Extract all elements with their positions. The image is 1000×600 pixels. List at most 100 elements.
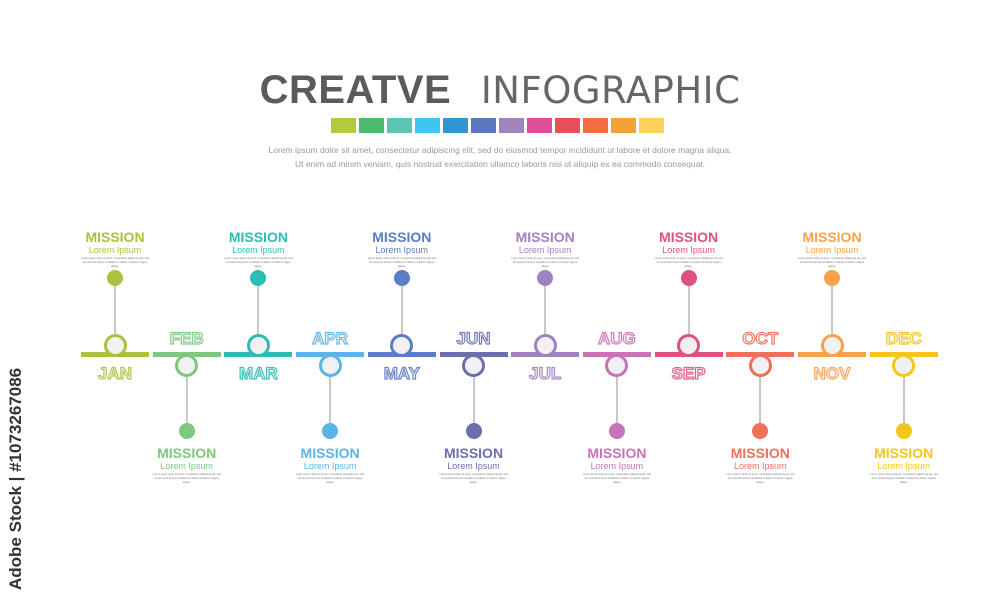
color-swatches [331, 118, 664, 133]
milestone-ring [748, 353, 772, 377]
mission-subtitle: Lorem Ipsum [877, 461, 930, 471]
mission-subtitle: Lorem Ipsum [160, 461, 213, 471]
mission-description: Lorem ipsum dolor sit amet, consectetur … [439, 473, 508, 484]
mission-subtitle: Lorem Ipsum [518, 245, 572, 255]
milestone-dot [393, 270, 410, 286]
month-label: FEB [169, 328, 204, 348]
mission-description: Lorem ipsum dolor sit amet, consectetur … [152, 473, 221, 484]
intro-line-1: Lorem ipsum dolor sit amet, consectetur … [268, 145, 732, 155]
milestone-dot [824, 270, 840, 286]
milestone-dot [895, 423, 912, 439]
mission-title: MISSION [85, 229, 145, 245]
mission-subtitle: Lorem Ipsum [303, 461, 357, 471]
milestone-ring [533, 333, 557, 357]
mission-title: MISSION [372, 229, 432, 245]
connector-line [329, 365, 332, 431]
connector-line [472, 365, 475, 431]
title-bold: CREATVE [259, 68, 452, 112]
color-swatch [583, 118, 608, 133]
mission-description: Lorem ipsum dolor sit amet, consectetur … [797, 257, 867, 268]
milestone-ring [677, 333, 701, 357]
month-label: MAY [383, 363, 420, 383]
connector-line [831, 278, 833, 345]
month-label: NOV [813, 363, 851, 383]
watermark-text: Adobe Stock | #1073267086 [6, 367, 25, 590]
title-light: INFOGRAPHIC [480, 69, 741, 112]
mission-subtitle: Lorem Ipsum [375, 245, 429, 255]
mission-subtitle: Lorem Ipsum [734, 461, 787, 471]
mission-description: Lorem ipsum dolor sit amet, consectetur … [654, 257, 723, 268]
milestone-ring [175, 353, 199, 377]
connector-line [400, 278, 403, 345]
mission-description: Lorem ipsum dolor sit amet, consectetur … [224, 257, 293, 268]
mission-subtitle: Lorem Ipsum [88, 245, 142, 255]
color-swatch [639, 118, 664, 133]
mission-description: Lorem ipsum dolor sit amet, consectetur … [726, 473, 795, 484]
milestone-ring [103, 333, 127, 357]
color-swatch [387, 118, 412, 133]
mission-title: MISSION [874, 445, 934, 461]
mission-description: Lorem ipsum dolor sit amet, consectetur … [367, 257, 436, 268]
page-title: CREATVE INFOGRAPHIC [0, 68, 1000, 113]
milestone-ring [462, 353, 485, 377]
milestone-dot [465, 423, 482, 439]
color-swatch [555, 118, 580, 133]
mission-title: MISSION [443, 445, 504, 461]
mission-title: MISSION [730, 445, 790, 461]
mission-subtitle: Lorem Ipsum [590, 461, 644, 471]
milestone-dot [752, 423, 769, 439]
mission-title: MISSION [659, 229, 719, 245]
milestone-ring [892, 353, 916, 377]
mission-description: Lorem ipsum dolor sit amet, consectetur … [511, 257, 580, 268]
month-label: JUL [529, 363, 562, 383]
milestone-ring [318, 353, 342, 377]
connector-line [185, 365, 188, 431]
milestone-ring [605, 353, 629, 377]
milestone-dot [608, 423, 625, 439]
connector-line [114, 278, 116, 345]
mission-title: MISSION [587, 445, 647, 461]
month-label: OCT [742, 328, 779, 348]
mission-title: MISSION [515, 229, 575, 245]
month-label: SEP [671, 363, 706, 383]
color-swatch [611, 118, 636, 133]
milestone-ring [820, 333, 844, 357]
mission-subtitle: Lorem Ipsum [447, 461, 500, 471]
mission-title: MISSION [157, 445, 217, 461]
mission-title: MISSION [300, 445, 360, 461]
milestone-dot [250, 270, 267, 286]
month-label: DEC [885, 328, 922, 348]
connector-line [544, 278, 547, 345]
mission-description: Lorem ipsum dolor sit amet, consectetur … [869, 473, 938, 484]
color-swatch [527, 118, 552, 133]
connector-line [257, 278, 260, 345]
mission-description: Lorem ipsum dolor sit amet, consectetur … [296, 473, 365, 484]
milestone-ring [390, 333, 414, 357]
month-label: JAN [97, 363, 132, 383]
color-swatch [499, 118, 524, 133]
month-label: APR [312, 328, 349, 348]
connector-line [687, 278, 690, 345]
intro-text: Lorem ipsum dolor sit amet, consectetur … [0, 143, 1000, 171]
color-swatch [331, 118, 356, 133]
mission-title: MISSION [228, 229, 288, 245]
mission-subtitle: Lorem Ipsum [232, 245, 285, 255]
milestone-dot [322, 423, 339, 439]
mission-subtitle: Lorem Ipsum [805, 245, 859, 255]
color-swatch [415, 118, 440, 133]
connector-line [759, 365, 762, 431]
milestone-dot [107, 270, 123, 286]
mission-title: MISSION [802, 229, 862, 245]
milestone-dot [537, 270, 554, 286]
milestone-ring [246, 333, 270, 357]
connector-line [902, 365, 905, 431]
month-label: JUN [456, 328, 491, 348]
mission-description: Lorem ipsum dolor sit amet, consectetur … [582, 473, 651, 484]
connector-line [615, 365, 618, 431]
milestone-dot [178, 423, 195, 439]
month-label: MAR [238, 363, 278, 383]
mission-subtitle: Lorem Ipsum [662, 245, 715, 255]
color-swatch [471, 118, 496, 133]
month-label: AUG [597, 328, 636, 348]
color-swatch [443, 118, 468, 133]
